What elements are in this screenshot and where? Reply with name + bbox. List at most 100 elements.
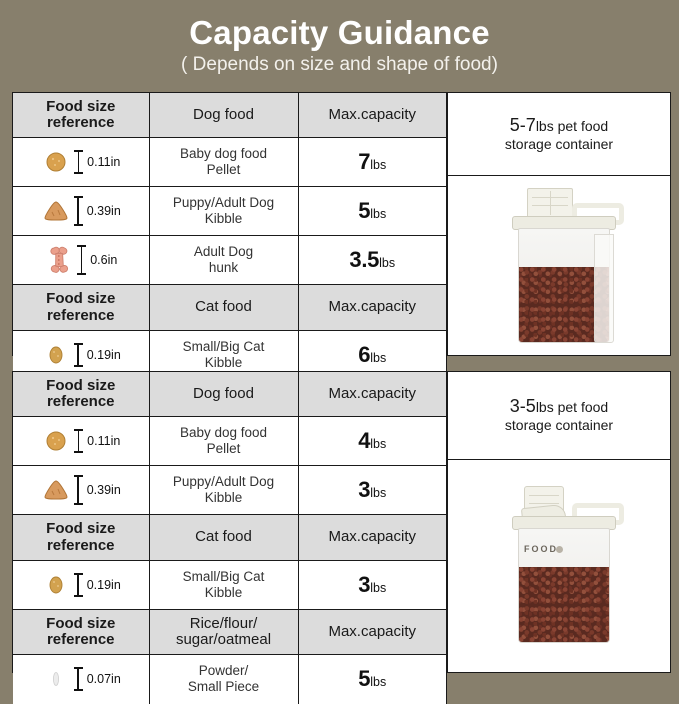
cell-size-reference: 0.19in xyxy=(13,559,150,610)
product-panel-3-5lbs: 3-5lbs pet food storage container FOOD xyxy=(448,372,670,672)
cat-kibble-oval-icon xyxy=(41,570,71,600)
bone-hunk-icon xyxy=(44,245,74,275)
page-title: Capacity Guidance xyxy=(189,14,490,52)
header-cell-size-reference: Food size reference xyxy=(13,608,150,656)
cell-size-reference: 0.39in xyxy=(13,186,150,237)
product-image-area xyxy=(448,176,670,355)
product-image-area: FOOD xyxy=(448,460,670,672)
header-text-line2: reference xyxy=(46,114,115,132)
header-cell-max-capacity: Max.capacity xyxy=(297,372,447,418)
measure-ruler-icon xyxy=(73,667,84,692)
product-capacity-range: 5-7 xyxy=(509,114,536,135)
capacity-unit: lbs xyxy=(370,158,387,173)
container-body xyxy=(518,528,610,643)
capacity-value: 3 xyxy=(358,571,371,597)
header-cell-cat-food: Cat food xyxy=(148,284,299,331)
header-cell-max-capacity: Max.capacity xyxy=(297,284,447,331)
kibble-fill xyxy=(519,567,609,642)
cell-size-reference: 0.11in xyxy=(13,137,150,188)
header-cell-max-capacity: Max.capacity xyxy=(297,93,447,139)
header-cell-size-reference: Food size reference xyxy=(13,284,150,331)
capacity-unit: lbs xyxy=(370,675,387,690)
measure-ruler-icon xyxy=(73,475,84,506)
section-3-5lbs: Food size reference Dog food Max.capacity… xyxy=(12,371,671,704)
vent-icon xyxy=(556,546,563,553)
table-header-row: Food size reference Rice/flour/sugar/oatm… xyxy=(13,608,447,656)
table: Food size reference Dog food Max.capacity… xyxy=(13,372,447,704)
size-dimension: 0.11in xyxy=(87,434,121,449)
cell-food-name: Puppy/Adult Dog Kibble xyxy=(148,465,299,516)
product-panel-5-7lbs: 5-7lbs pet food storage container xyxy=(448,93,670,355)
cell-food-name: Adult Dog hunk xyxy=(148,235,299,286)
cell-food-name: Small/Big Cat Kibble xyxy=(148,559,299,610)
section-5-7lbs: Food size reference Dog food Max.capacity… xyxy=(12,92,671,380)
measure-ruler-icon xyxy=(76,245,87,276)
cell-max-capacity: 3lbs xyxy=(297,559,447,610)
capacity-value: 6 xyxy=(358,342,371,367)
cell-food-name: Powder/Small Piece xyxy=(148,654,299,704)
pellet-round-icon xyxy=(41,426,71,456)
capacity-table-5-7lbs: Food size reference Dog food Max.capacity… xyxy=(13,93,448,380)
size-dimension: 0.19in xyxy=(86,348,121,362)
product-title-line2: storage container xyxy=(504,417,614,433)
measure-ruler-icon xyxy=(73,150,84,175)
cell-food-name: Baby dog food Pellet xyxy=(148,416,299,467)
table-header-row: Food size reference Cat food Max.capacity xyxy=(13,514,447,561)
capacity-value: 3 xyxy=(358,477,371,503)
size-dimension: 0.11in xyxy=(87,155,121,170)
cat-kibble-oval-icon xyxy=(41,340,71,370)
kibble-triangle-icon xyxy=(41,475,71,505)
table-header-row: Food size reference Cat food Max.capacity xyxy=(13,284,447,331)
pet-food-container-image xyxy=(494,186,624,346)
table-row: 0.07in Powder/Small Piece 5lbs xyxy=(13,654,447,704)
capacity-unit: lbs xyxy=(379,256,396,271)
cell-max-capacity: 5lbs xyxy=(297,654,447,704)
size-dimension: 0.39in xyxy=(86,204,121,219)
page-subtitle: ( Depends on size and shape of food) xyxy=(181,53,498,75)
table: Food size reference Dog food Max.capacity… xyxy=(13,93,447,380)
product-capacity-range: 3-5 xyxy=(509,396,536,417)
pet-food-container-image: FOOD xyxy=(494,486,624,646)
table-row: 0.39in Puppy/Adult Dog Kibble 3lbs xyxy=(13,465,447,516)
table-row: 0.11in Baby dog food Pellet 7lbs xyxy=(13,137,447,188)
cell-size-reference: 0.6in xyxy=(13,235,150,286)
table-row: 0.6in Adult Dog hunk 3.5lbs xyxy=(13,235,447,286)
capacity-unit: lbs xyxy=(370,437,387,452)
page-header: Capacity Guidance ( Depends on size and … xyxy=(0,0,679,92)
container-brand-label: FOOD xyxy=(524,544,558,554)
measure-ruler-icon xyxy=(73,343,84,367)
capacity-value: 3.5 xyxy=(349,247,380,273)
powder-grain-icon xyxy=(41,664,71,694)
size-dimension: 0.6in xyxy=(90,253,118,268)
cell-max-capacity: 4lbs xyxy=(297,416,447,467)
header-cell-cat-food: Cat food xyxy=(148,514,299,561)
cell-size-reference: 0.11in xyxy=(13,416,150,467)
product-title: 3-5lbs pet food storage container xyxy=(448,372,670,460)
measuring-cup xyxy=(527,187,573,218)
capacity-value: 7 xyxy=(358,149,371,175)
cell-food-name: Puppy/Adult Dog Kibble xyxy=(148,186,299,237)
cell-size-reference: 0.39in xyxy=(13,465,150,516)
header-cell-size-reference: Food size reference xyxy=(13,372,150,418)
product-title: 5-7lbs pet food storage container xyxy=(448,93,670,176)
header-cell-dog-food: Dog food xyxy=(148,93,299,139)
table-row: 0.19in Small/Big Cat Kibble 3lbs xyxy=(13,559,447,610)
cell-food-name: Baby dog food Pellet xyxy=(148,137,299,188)
capacity-value: 5 xyxy=(358,198,371,224)
product-title-line2: storage container xyxy=(504,135,614,152)
table-header-row: Food size reference Dog food Max.capacity xyxy=(13,372,447,418)
cell-max-capacity: 5lbs xyxy=(297,186,447,237)
capacity-table-3-5lbs: Food size reference Dog food Max.capacity… xyxy=(13,372,448,704)
cell-max-capacity: 3.5lbs xyxy=(297,235,447,286)
capacity-unit: lbs xyxy=(370,580,387,595)
measure-ruler-icon xyxy=(73,429,84,454)
header-text-line1: Food size xyxy=(46,98,116,115)
cell-max-capacity: 3lbs xyxy=(297,465,447,516)
measure-ruler-icon xyxy=(73,572,84,597)
cell-size-reference: 0.07in xyxy=(13,654,150,704)
capacity-unit: lbs xyxy=(370,486,387,501)
capacity-value: 4 xyxy=(358,428,371,454)
size-dimension: 0.39in xyxy=(86,483,121,498)
capacity-unit: lbs xyxy=(370,351,387,365)
header-cell-max-capacity: Max.capacity xyxy=(297,514,447,561)
